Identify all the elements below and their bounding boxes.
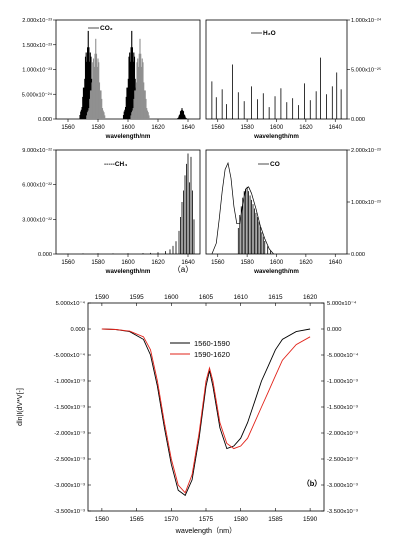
co-legend-label: CO (270, 161, 280, 168)
deriv-xtick-label: 1585 (268, 516, 283, 523)
co2-xtick-label: 1560 (61, 125, 75, 131)
h2o-frame (205, 19, 348, 120)
ch4-xtick-label: 1640 (181, 260, 195, 266)
h2o-legend-label: H₂O (263, 30, 276, 37)
deriv-xtick-label: 1580 (234, 516, 249, 523)
h2o-xtick-label: 1560 (211, 125, 225, 131)
co2-xtick-label: 1600 (121, 125, 135, 131)
deriv-x2tick-label: 1615 (268, 294, 283, 301)
deriv-ytick-right-label: -1.500x10⁻³ (327, 405, 358, 411)
deriv-ytick-right-label: 0.000 (327, 327, 342, 333)
deriv-ytick-label: -3.500x10⁻³ (54, 509, 85, 515)
deriv-ytick-label: -1.000x10⁻³ (54, 379, 85, 385)
co-xtick-label: 1600 (270, 260, 284, 266)
co2-xtick-label: 1640 (181, 125, 195, 131)
ch4-legend-label: -----CH₄ (104, 161, 127, 168)
ch4-xtick-label: 1580 (91, 260, 105, 266)
deriv-ytick-label: 0.000 (70, 327, 85, 333)
deriv-ytick-label: -5.000x10⁻⁴ (54, 352, 86, 359)
deriv-ytick-right-label: -5.000x10⁻⁴ (327, 352, 359, 359)
deriv-x2tick-label: 1620 (303, 294, 318, 301)
co2-ytick-label: 1.500x10⁻²³ (22, 43, 52, 49)
co2-legend-label: CO₂ (100, 25, 113, 32)
deriv-x2tick-label: 1595 (129, 294, 144, 301)
deriv-ytick-right-label: 5.000x10⁻⁴ (327, 300, 357, 307)
co-panel: 1560 1580 1600 1620 1640 wavelength/nm 0.000 1.… (205, 148, 381, 275)
ch4-ytick-label: 0.000 (38, 252, 52, 258)
co-ytick-label: 1.000x10⁻²³ (351, 200, 381, 206)
co-xtick-label: 1620 (299, 260, 313, 266)
h2o-ytick-label: 1.000x10⁻²⁴ (351, 17, 382, 24)
co2-ytick-label: 1.000x10⁻²³ (22, 68, 52, 74)
h2o-ytick-label: 5.000x10⁻²⁵ (351, 67, 381, 74)
co-ytick-label: 2.000x10⁻²³ (351, 148, 381, 154)
deriv-xtick-label: 1590 (303, 516, 318, 523)
deriv-ytick-right-label: -3.000x10⁻³ (327, 483, 358, 489)
ch4-xtick-label: 1560 (61, 260, 75, 266)
co-xtick-label: 1580 (240, 260, 254, 266)
co2-ytick-label: 2.000x10⁻²³ (22, 18, 52, 24)
deriv-xtick-label: 1575 (199, 516, 214, 523)
deriv-ytick-right-label: -1.000x10⁻³ (327, 379, 358, 385)
deriv-xtick-label: 1565 (129, 516, 144, 523)
deriv-xtick-label: 1560 (95, 516, 110, 523)
h2o-xtick-label: 1580 (240, 125, 254, 131)
deriv-ytick-label: -2.000x10⁻³ (54, 431, 85, 437)
deriv-x2tick-label: 1600 (164, 294, 179, 301)
deriv-ytick-right-label: -3.500x10⁻³ (327, 509, 358, 515)
deriv-frame (87, 302, 325, 512)
figure-label-b: （b） (302, 478, 322, 488)
deriv-x2tick-label: 1590 (95, 294, 110, 301)
deriv-legend-label: 1590-1620 (194, 350, 230, 359)
co2-panel: 1560 1580 1600 1620 1640 wavelength/nm 0.000 5.… (22, 18, 201, 140)
derivative-panel: 1560 1565 1570 1575 1580 1585 1590 1590 1595 1600… (17, 294, 359, 535)
co2-xtick-label: 1620 (151, 125, 165, 131)
figure-label-a: （a） (173, 265, 193, 274)
ch4-xlabel: wavelength/nm (105, 268, 151, 275)
deriv-xtick-label: 1570 (164, 516, 179, 523)
h2o-xlabel: wavelength/nm (253, 133, 299, 140)
co2-xtick-label: 1580 (91, 125, 105, 131)
ch4-frame (55, 149, 201, 255)
co-xtick-label: 1640 (329, 260, 343, 266)
co2-xlabel: wavelength/nm (105, 133, 151, 140)
co-xlabel: wavelength/nm (253, 268, 299, 275)
deriv-ytick-label: -3.000x10⁻³ (54, 483, 85, 489)
deriv-series-line (101, 328, 311, 494)
co-ytick-label: 0.000 (351, 252, 365, 258)
co2-ytick-label: 0.000 (38, 117, 52, 123)
co-xtick-label: 1560 (211, 260, 225, 266)
ch4-ytick-label: 9.000x10⁻²² (22, 148, 52, 154)
deriv-ytick-label: 5.000x10⁻⁴ (56, 300, 86, 307)
ch4-panel: 1560 1580 1600 1620 1640 wavelength/nm 0.000 3.… (22, 148, 201, 275)
h2o-ytick-label: 0.000 (351, 117, 365, 123)
deriv-x2tick-label: 1605 (199, 294, 214, 301)
ch4-xtick-label: 1620 (151, 260, 165, 266)
deriv-series-line (101, 328, 311, 497)
ch4-ytick-label: 6.000x10⁻²² (22, 183, 52, 189)
h2o-xtick-label: 1620 (299, 125, 313, 131)
ch4-xtick-label: 1600 (121, 260, 135, 266)
deriv-ylabel: dln|I(dV*V[-] (17, 388, 24, 426)
deriv-ytick-right-label: -2.500x10⁻³ (327, 457, 358, 463)
deriv-xlabel: wavelength（nm） (175, 526, 237, 535)
deriv-legend-label: 1560-1590 (194, 339, 230, 348)
deriv-x2tick-label: 1610 (234, 294, 249, 301)
h2o-xtick-label: 1600 (270, 125, 284, 131)
deriv-ytick-right-label: -2.000x10⁻³ (327, 431, 358, 437)
h2o-panel: 1560 1580 1600 1620 1640 wavelength/nm 0.000 5.… (205, 17, 382, 140)
deriv-ytick-label: -2.500x10⁻³ (54, 457, 85, 463)
ch4-ytick-label: 3.000x10⁻²² (22, 217, 52, 223)
h2o-xtick-label: 1640 (329, 125, 343, 131)
deriv-ytick-label: -1.500x10⁻³ (54, 405, 85, 411)
co2-ytick-label: 5.000x10⁻²⁴ (22, 91, 53, 98)
